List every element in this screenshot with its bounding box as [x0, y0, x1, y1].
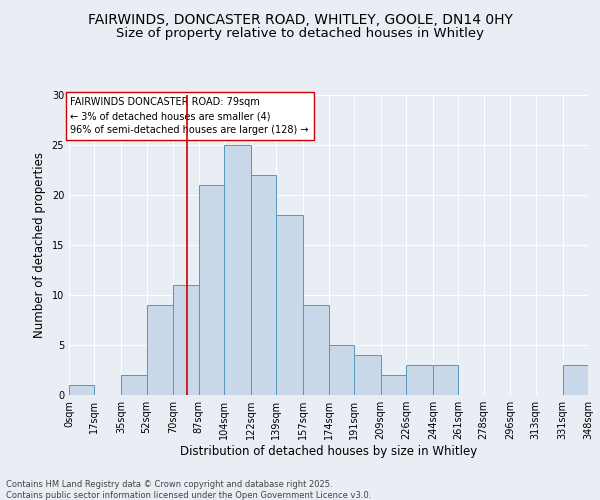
Bar: [277, 215, 303, 395]
Bar: [303, 305, 329, 395]
X-axis label: Distribution of detached houses by size in Whitley: Distribution of detached houses by size …: [180, 445, 477, 458]
Text: Contains HM Land Registry data © Crown copyright and database right 2025.
Contai: Contains HM Land Registry data © Crown c…: [6, 480, 371, 500]
Bar: [173, 285, 199, 395]
Text: FAIRWINDS DONCASTER ROAD: 79sqm
← 3% of detached houses are smaller (4)
96% of s: FAIRWINDS DONCASTER ROAD: 79sqm ← 3% of …: [70, 97, 309, 135]
Bar: [406, 365, 433, 395]
Text: FAIRWINDS, DONCASTER ROAD, WHITLEY, GOOLE, DN14 0HY: FAIRWINDS, DONCASTER ROAD, WHITLEY, GOOL…: [88, 12, 512, 26]
Bar: [329, 345, 354, 395]
Text: Size of property relative to detached houses in Whitley: Size of property relative to detached ho…: [116, 28, 484, 40]
Bar: [563, 365, 588, 395]
Y-axis label: Number of detached properties: Number of detached properties: [33, 152, 46, 338]
Bar: [251, 175, 277, 395]
Bar: [380, 375, 406, 395]
Bar: [146, 305, 173, 395]
Bar: [121, 375, 146, 395]
Bar: [354, 355, 380, 395]
Bar: [69, 385, 94, 395]
Bar: [433, 365, 458, 395]
Bar: [224, 145, 251, 395]
Bar: [199, 185, 224, 395]
